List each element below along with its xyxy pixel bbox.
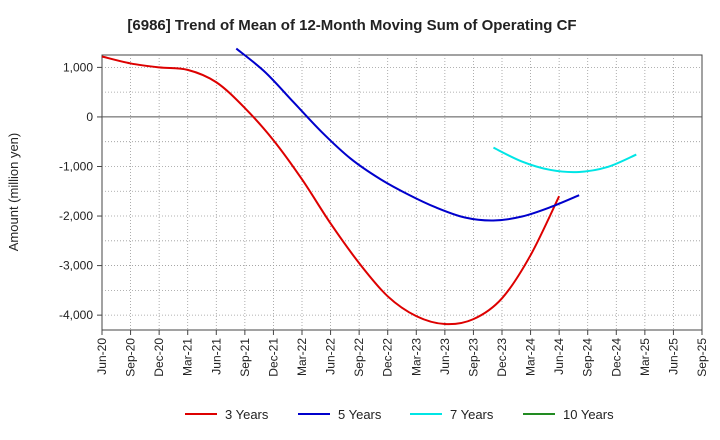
- legend: 3 Years 5 Years 7 Years 10 Years: [185, 407, 614, 422]
- legend-label: 7 Years: [450, 407, 494, 422]
- series-line-7-years: [492, 146, 637, 174]
- legend-label: 5 Years: [338, 407, 382, 422]
- x-tick-label: Sep-21: [238, 338, 252, 377]
- x-tick-label: Sep-20: [124, 338, 138, 377]
- series-line-5-years: [235, 47, 580, 222]
- x-tick-label: Jun-24: [552, 338, 566, 375]
- x-tick-label: Sep-25: [695, 338, 709, 377]
- x-tick-label: Dec-22: [381, 338, 395, 377]
- y-tick-label: 0: [86, 110, 93, 124]
- plot-area: [101, 54, 703, 331]
- legend-label: 3 Years: [225, 407, 269, 422]
- y-tick-label: -1,000: [59, 159, 93, 173]
- x-tick-label: Dec-21: [266, 338, 280, 377]
- x-tick-label: Sep-23: [466, 338, 480, 377]
- x-tick-label: Jun-23: [438, 338, 452, 375]
- y-tick-label: -3,000: [59, 259, 93, 273]
- x-tick-label: Mar-22: [295, 338, 309, 376]
- chart-title: [6986] Trend of Mean of 12-Month Moving …: [127, 17, 576, 34]
- y-tick-label: -2,000: [59, 209, 93, 223]
- x-tick-label: Sep-24: [581, 338, 595, 377]
- grid: [102, 55, 702, 330]
- x-tick-label: Sep-22: [352, 338, 366, 377]
- x-axis-ticks: Jun-20 Sep-20 Dec-20 Mar-21 Jun-21 Sep-21 Dec-…: [95, 330, 709, 377]
- y-axis-ticks: 1,000 0 -1,000 -2,000 -3,000 -4,000: [59, 60, 102, 322]
- legend-label: 10 Years: [563, 407, 614, 422]
- y-tick-label: 1,000: [63, 60, 93, 74]
- x-tick-label: Mar-24: [524, 338, 538, 376]
- y-tick-label: -4,000: [59, 308, 93, 322]
- series-line-3-years: [101, 55, 561, 326]
- series-lines: [101, 47, 637, 326]
- x-tick-label: Jun-22: [324, 338, 338, 375]
- x-tick-label: Mar-25: [638, 338, 652, 376]
- x-tick-label: Jun-21: [209, 338, 223, 375]
- x-tick-label: Jun-25: [666, 338, 680, 375]
- x-tick-label: Jun-20: [95, 338, 109, 375]
- x-tick-label: Mar-23: [409, 338, 423, 376]
- x-tick-label: Dec-20: [152, 338, 166, 377]
- x-tick-label: Dec-24: [609, 338, 623, 377]
- x-tick-label: Mar-21: [181, 338, 195, 376]
- x-tick-label: Dec-23: [495, 338, 509, 377]
- y-axis-label: Amount (million yen): [6, 133, 21, 252]
